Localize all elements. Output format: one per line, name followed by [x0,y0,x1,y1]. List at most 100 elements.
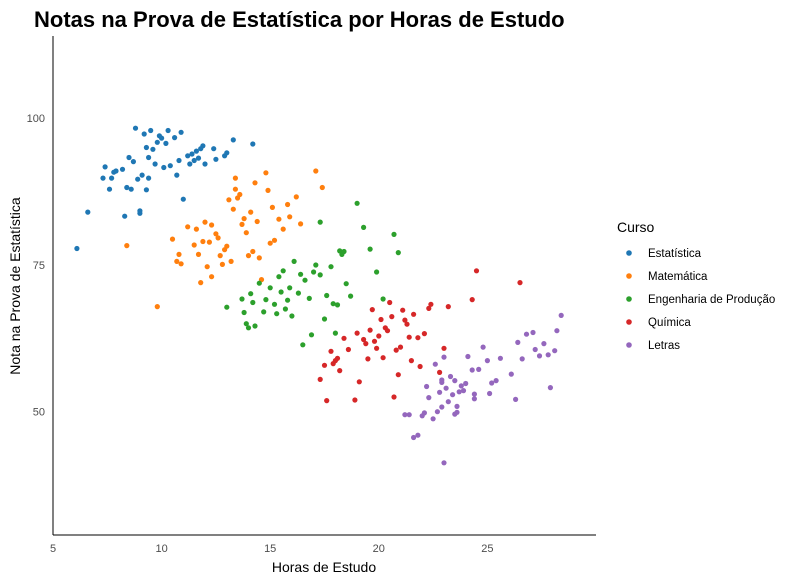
data-point [489,380,495,386]
data-point [148,127,154,134]
data-point [206,239,212,245]
data-point [497,355,503,361]
y-axis-title: Nota na Prova de Estatística [7,197,23,375]
data-point [421,331,427,337]
data-point [176,251,182,257]
data-point [341,335,347,341]
series-4 [402,312,564,466]
data-point [219,261,225,267]
data-point [473,268,480,274]
data-point [126,154,132,161]
data-point [513,396,519,402]
data-point [400,307,406,313]
data-point [74,245,80,252]
data-point [487,390,493,397]
data-point [456,389,462,395]
data-point [241,309,247,316]
data-point [380,296,386,302]
data-point [230,137,236,143]
legend-label: Química [648,317,691,329]
data-point [237,191,243,198]
data-point [411,434,417,441]
data-point [380,355,386,361]
data-point [402,412,408,418]
data-point [454,409,460,415]
data-point [469,367,475,373]
legend-item: Estatística [626,248,702,260]
data-point [215,235,221,241]
data-point [317,272,323,278]
data-point [463,380,469,387]
data-point [252,180,258,186]
data-point [152,161,158,167]
data-point [202,219,208,225]
plot-area [74,125,564,466]
data-point [334,302,341,308]
data-point [150,146,156,152]
data-point [211,146,217,152]
data-point [154,139,160,145]
data-point [352,397,358,403]
legend-marker [626,319,632,325]
data-point [122,213,128,219]
data-point [213,156,219,162]
data-point [458,383,464,389]
data-point [519,356,525,362]
data-point [271,237,278,243]
data-point [172,135,178,141]
data-point [469,297,475,303]
data-point [102,164,108,170]
data-point [289,313,295,319]
data-point [369,307,375,313]
legend-item: Matemática [626,271,708,283]
data-point [176,157,182,164]
data-point [200,143,206,149]
data-point [209,274,215,280]
data-point [515,339,521,345]
data-point [441,345,447,351]
data-point [256,280,262,286]
data-point [324,292,330,299]
data-point [248,291,254,297]
data-point [343,281,349,287]
data-point [361,336,367,343]
data-point [441,354,447,360]
data-point [306,295,312,301]
data-point [143,144,149,151]
legend-label: Engenharia de Produção [648,294,775,306]
data-point [193,226,199,232]
data-point [230,206,236,212]
data-point [332,330,338,336]
data-point [395,250,401,256]
data-point [174,258,180,264]
legend: Curso Estatística Matemática Engenharia de… [617,219,775,352]
data-point [439,377,445,383]
data-point [387,299,393,306]
data-point [376,333,382,339]
data-point [324,398,330,404]
data-point [313,168,319,174]
data-point [291,258,297,264]
data-point [193,148,199,154]
legend-item: Química [626,317,691,329]
data-point [195,155,202,161]
data-point [256,255,262,261]
data-point [395,372,401,378]
data-point [480,344,486,350]
data-point [228,258,234,264]
data-point [378,316,384,323]
data-point [226,197,232,203]
data-point [476,366,482,372]
data-point [402,317,408,323]
y-tick-label: 75 [33,260,45,272]
data-point [269,204,275,210]
data-point [313,262,319,268]
data-point [106,186,113,192]
data-point [137,208,143,214]
data-point [437,369,443,375]
data-point [239,221,245,227]
data-point [545,352,551,358]
data-point [265,187,271,193]
data-point [146,175,152,181]
